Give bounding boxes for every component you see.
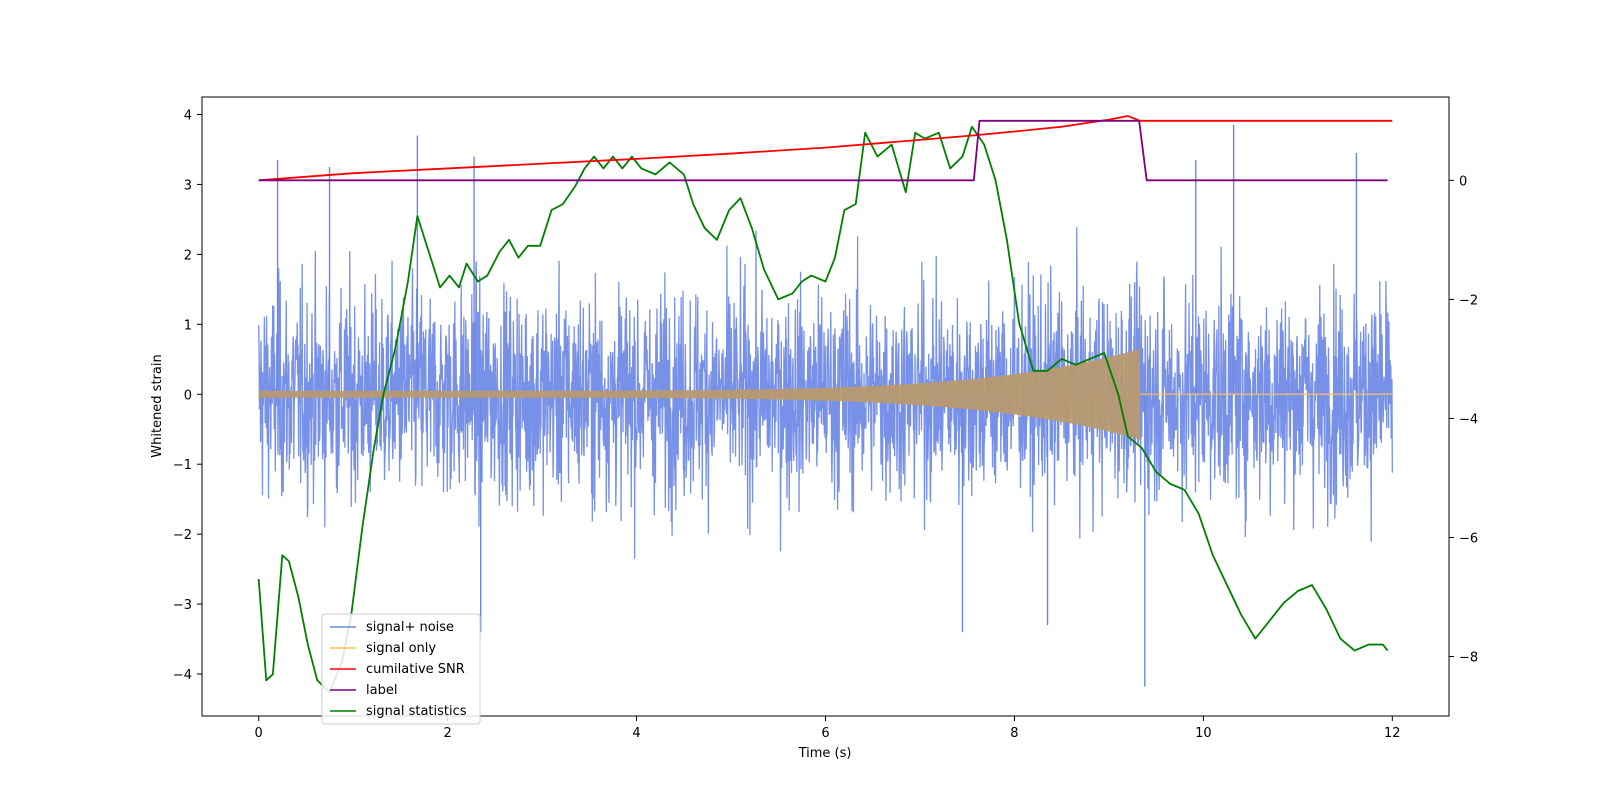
legend-label: label [366, 683, 397, 698]
cumulative-snr-series [258, 115, 1393, 182]
signal-only-series [258, 348, 1393, 440]
cumulative-snr-line [258, 115, 1393, 182]
signal-statistics-line [257, 125, 1389, 694]
y-right-tick-label: −6 [1459, 531, 1478, 546]
signal-only-envelope [258, 348, 1141, 440]
y-tick-label: −1 [173, 458, 192, 473]
x-tick-label: 8 [1010, 726, 1018, 741]
y-tick-label: 1 [184, 318, 192, 333]
legend-box [321, 613, 481, 725]
legend-label: cumilative SNR [366, 662, 465, 677]
x-tick-label: 4 [632, 726, 640, 741]
signal-noise-line [258, 227, 1393, 559]
y-tick-label: −2 [173, 528, 192, 543]
x-tick-label: 10 [1195, 726, 1212, 741]
y-tick-label: 2 [184, 248, 192, 263]
y-axis-right: 0 −2 −4 −6 −8 [1449, 174, 1478, 665]
label-line [258, 119, 1388, 182]
y-tick-label: −4 [173, 668, 192, 683]
y-right-tick-label: −4 [1459, 412, 1478, 427]
legend-item: cumilative SNR [330, 662, 465, 677]
y-tick-label: 0 [184, 388, 192, 403]
legend-item: signal only [330, 641, 436, 656]
signal-statistics-series [257, 125, 1389, 694]
y-tick-label: −3 [173, 598, 192, 613]
y-tick-label: 3 [184, 178, 192, 193]
x-tick-label: 0 [255, 726, 263, 741]
legend-label: signal only [366, 641, 436, 656]
signal-noise-series [258, 124, 1393, 687]
x-tick-label: 12 [1384, 726, 1401, 741]
y-right-tick-label: −2 [1459, 293, 1478, 308]
y-axis-left: 4 3 2 1 0 −1 −2 −3 −4 [173, 108, 202, 683]
legend-item: signal statistics [330, 704, 467, 719]
x-tick-label: 6 [821, 726, 829, 741]
label-series [258, 119, 1388, 182]
y-right-tick-label: 0 [1459, 174, 1467, 189]
y-tick-label: 4 [184, 108, 192, 123]
legend-item: label [330, 683, 397, 698]
y-axis-label: Whitened strain [150, 354, 165, 457]
x-axis-label: Time (s) [798, 746, 852, 761]
x-tick-label: 2 [443, 726, 451, 741]
legend: signal+ noise signal only cumilative SNR… [321, 613, 481, 725]
y-right-tick-label: −8 [1459, 650, 1478, 665]
legend-item: signal+ noise [330, 620, 454, 635]
legend-label: signal+ noise [366, 620, 454, 635]
legend-label: signal statistics [366, 704, 467, 719]
